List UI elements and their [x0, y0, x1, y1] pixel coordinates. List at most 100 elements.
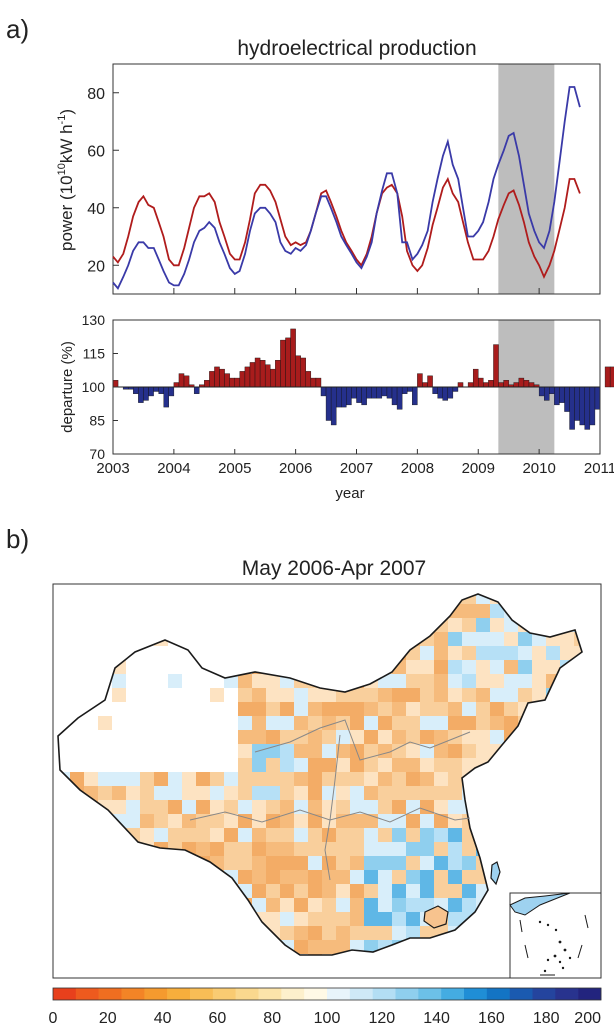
colorbar-tick-label: 200	[574, 1010, 601, 1027]
map-cell	[364, 926, 378, 940]
y-tick-label: 80	[87, 86, 105, 103]
departure-bar	[528, 382, 535, 388]
map-cell	[462, 716, 476, 730]
map-cell	[420, 842, 434, 856]
map-cell	[294, 856, 308, 870]
map-cell	[364, 688, 378, 702]
x-tick-label: 2008	[401, 460, 434, 477]
map-cell	[462, 688, 476, 702]
departure-bar	[290, 328, 296, 388]
map-cell	[490, 716, 504, 730]
departure-bar	[366, 386, 372, 399]
map-cell	[406, 814, 420, 828]
map-cell	[364, 940, 378, 954]
departure-bar	[584, 386, 591, 430]
map-cell	[238, 716, 252, 730]
map-cell	[518, 632, 532, 646]
map-cell	[420, 674, 434, 688]
map-cell	[406, 716, 420, 730]
x-tick-label: 2007	[340, 460, 373, 477]
colorbar-swatch	[532, 988, 556, 1000]
departure-bar	[422, 382, 428, 388]
map-cell	[140, 814, 154, 828]
map-cell	[462, 744, 476, 758]
inset-coast	[509, 892, 571, 916]
map-cell	[280, 870, 294, 884]
departure-bar	[168, 386, 175, 397]
hainan-island	[423, 905, 449, 929]
map-cell	[560, 646, 574, 660]
map-cell	[154, 786, 168, 800]
y-tick-label: 40	[87, 201, 105, 218]
map-cell	[112, 786, 126, 800]
map-cell	[308, 940, 322, 954]
departure-bar	[401, 386, 408, 394]
map-cell	[308, 828, 322, 842]
map-cell	[378, 758, 392, 772]
map-cell	[238, 688, 252, 702]
departure-bar	[478, 377, 484, 388]
map-cell	[434, 674, 448, 688]
departure-bar	[295, 355, 301, 388]
map-cell	[364, 716, 378, 730]
departure-bar	[376, 386, 383, 399]
map-cell	[252, 800, 266, 814]
departure-bar	[264, 364, 271, 388]
map-cell	[476, 632, 490, 646]
x-axis-label: year	[335, 485, 364, 502]
map-cell	[266, 870, 280, 884]
blue-series-line	[112, 86, 581, 290]
map-cell	[420, 926, 434, 940]
map-cell	[406, 800, 420, 814]
colorbar-swatch	[258, 988, 282, 1000]
map-cell	[504, 660, 518, 674]
map-cell	[308, 772, 322, 786]
map-cell	[350, 702, 364, 716]
map-cell	[518, 688, 532, 702]
departure-bar	[574, 386, 580, 421]
map-cell	[350, 730, 364, 744]
map-cell	[336, 772, 350, 786]
map-cell	[490, 604, 504, 618]
map-cell	[406, 828, 420, 842]
map-cell	[406, 842, 420, 856]
map-cell	[168, 786, 182, 800]
colorbar-tick-label: 20	[99, 1010, 117, 1027]
departure-axis-label: departure (%)	[59, 341, 76, 433]
map-cell	[392, 884, 406, 898]
map-cell	[364, 898, 378, 912]
y-tick-label: 70	[89, 446, 105, 462]
map-cell	[420, 856, 434, 870]
map-cell	[420, 828, 434, 842]
departure-bar	[280, 339, 286, 388]
map-cell	[280, 716, 294, 730]
map-cell	[364, 786, 378, 800]
map-cell	[252, 758, 266, 772]
map-cell	[378, 870, 392, 884]
map-cell	[252, 786, 266, 800]
map-cell	[238, 870, 252, 884]
map-cell	[266, 786, 280, 800]
y-tick-label: 115	[83, 346, 106, 362]
map-cell	[532, 688, 546, 702]
departure-bar	[138, 386, 144, 403]
colorbar	[52, 987, 602, 1001]
colorbar-swatch	[53, 988, 77, 1000]
map-cell	[196, 842, 210, 856]
departure-bar	[538, 386, 545, 397]
map-cell	[364, 884, 378, 898]
map-cell	[322, 884, 336, 898]
map-cell	[406, 744, 420, 758]
map-cell	[364, 814, 378, 828]
colorbar-swatch	[327, 988, 351, 1000]
departure-bar	[417, 373, 423, 388]
departure-bar	[341, 386, 347, 408]
map-cell	[378, 786, 392, 800]
map-cell	[336, 884, 350, 898]
map-cell	[168, 772, 182, 786]
colorbar-swatch	[75, 988, 99, 1000]
map-cell	[378, 828, 392, 842]
map-cell	[336, 758, 350, 772]
map-cell	[406, 730, 420, 744]
map-cell	[476, 618, 490, 632]
